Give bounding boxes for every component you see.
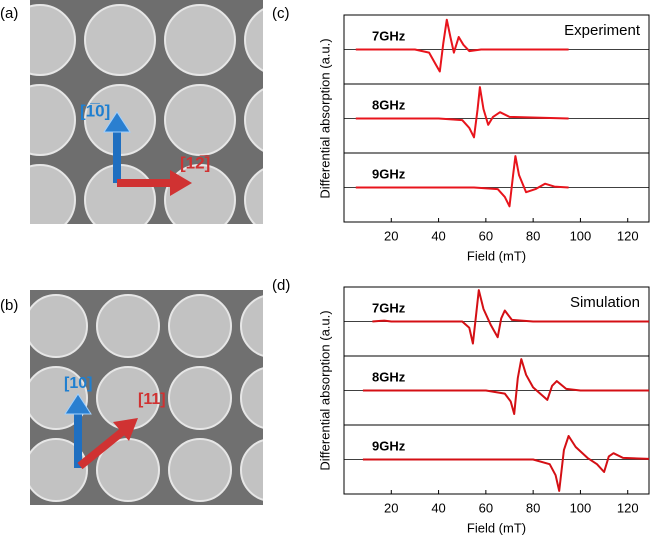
x-tick-label: 60 bbox=[479, 228, 493, 243]
x-axis-label: Field (mT) bbox=[467, 248, 526, 263]
arrowhead bbox=[170, 170, 192, 196]
panel-label: (b) bbox=[0, 297, 18, 314]
x-tick-label: 40 bbox=[431, 500, 445, 515]
arrowhead bbox=[64, 393, 92, 415]
panel-label: (c) bbox=[272, 5, 290, 22]
micrograph bbox=[30, 0, 263, 224]
annotation: Experiment bbox=[564, 22, 641, 39]
x-tick-label: 20 bbox=[384, 500, 398, 515]
arrow bbox=[77, 428, 125, 470]
series-label: 8GHz bbox=[372, 369, 406, 384]
spectrum-line bbox=[355, 155, 569, 208]
annotation: Simulation bbox=[570, 294, 640, 311]
series-label: 7GHz bbox=[372, 300, 406, 315]
x-tick-label: 100 bbox=[570, 228, 592, 243]
x-tick-label: 80 bbox=[526, 500, 540, 515]
direction-label: [1̅0] bbox=[80, 101, 110, 120]
spectrum-line bbox=[362, 435, 650, 492]
x-tick-label: 100 bbox=[570, 500, 592, 515]
x-tick-label: 60 bbox=[479, 500, 493, 515]
arrowhead bbox=[113, 418, 138, 441]
x-tick-label: 120 bbox=[617, 228, 639, 243]
series-label: 9GHz bbox=[372, 166, 406, 181]
spectrum-line bbox=[362, 358, 649, 415]
micrograph bbox=[30, 290, 263, 505]
x-tick-label: 40 bbox=[431, 228, 445, 243]
series-label: 8GHz bbox=[372, 97, 406, 112]
x-tick-label: 120 bbox=[617, 500, 639, 515]
x-tick-label: 20 bbox=[384, 228, 398, 243]
series-label: 9GHz bbox=[372, 438, 406, 453]
x-axis-label: Field (mT) bbox=[467, 520, 526, 535]
panel-label: (d) bbox=[272, 277, 290, 294]
y-axis-label: Differential absorption (a.u.) bbox=[317, 38, 332, 198]
y-axis-label: Differential absorption (a.u.) bbox=[317, 310, 332, 470]
spectrum-line bbox=[355, 86, 569, 139]
direction-label: [10] bbox=[64, 375, 92, 392]
x-tick-label: 80 bbox=[526, 228, 540, 243]
direction-label: [12̅] bbox=[180, 153, 210, 172]
spectrum-line bbox=[372, 289, 649, 345]
spectrum-line bbox=[355, 18, 569, 73]
arrowhead bbox=[103, 111, 131, 133]
series-label: 7GHz bbox=[372, 28, 406, 43]
panel-label: (a) bbox=[0, 5, 18, 22]
direction-label: [11] bbox=[138, 391, 166, 408]
